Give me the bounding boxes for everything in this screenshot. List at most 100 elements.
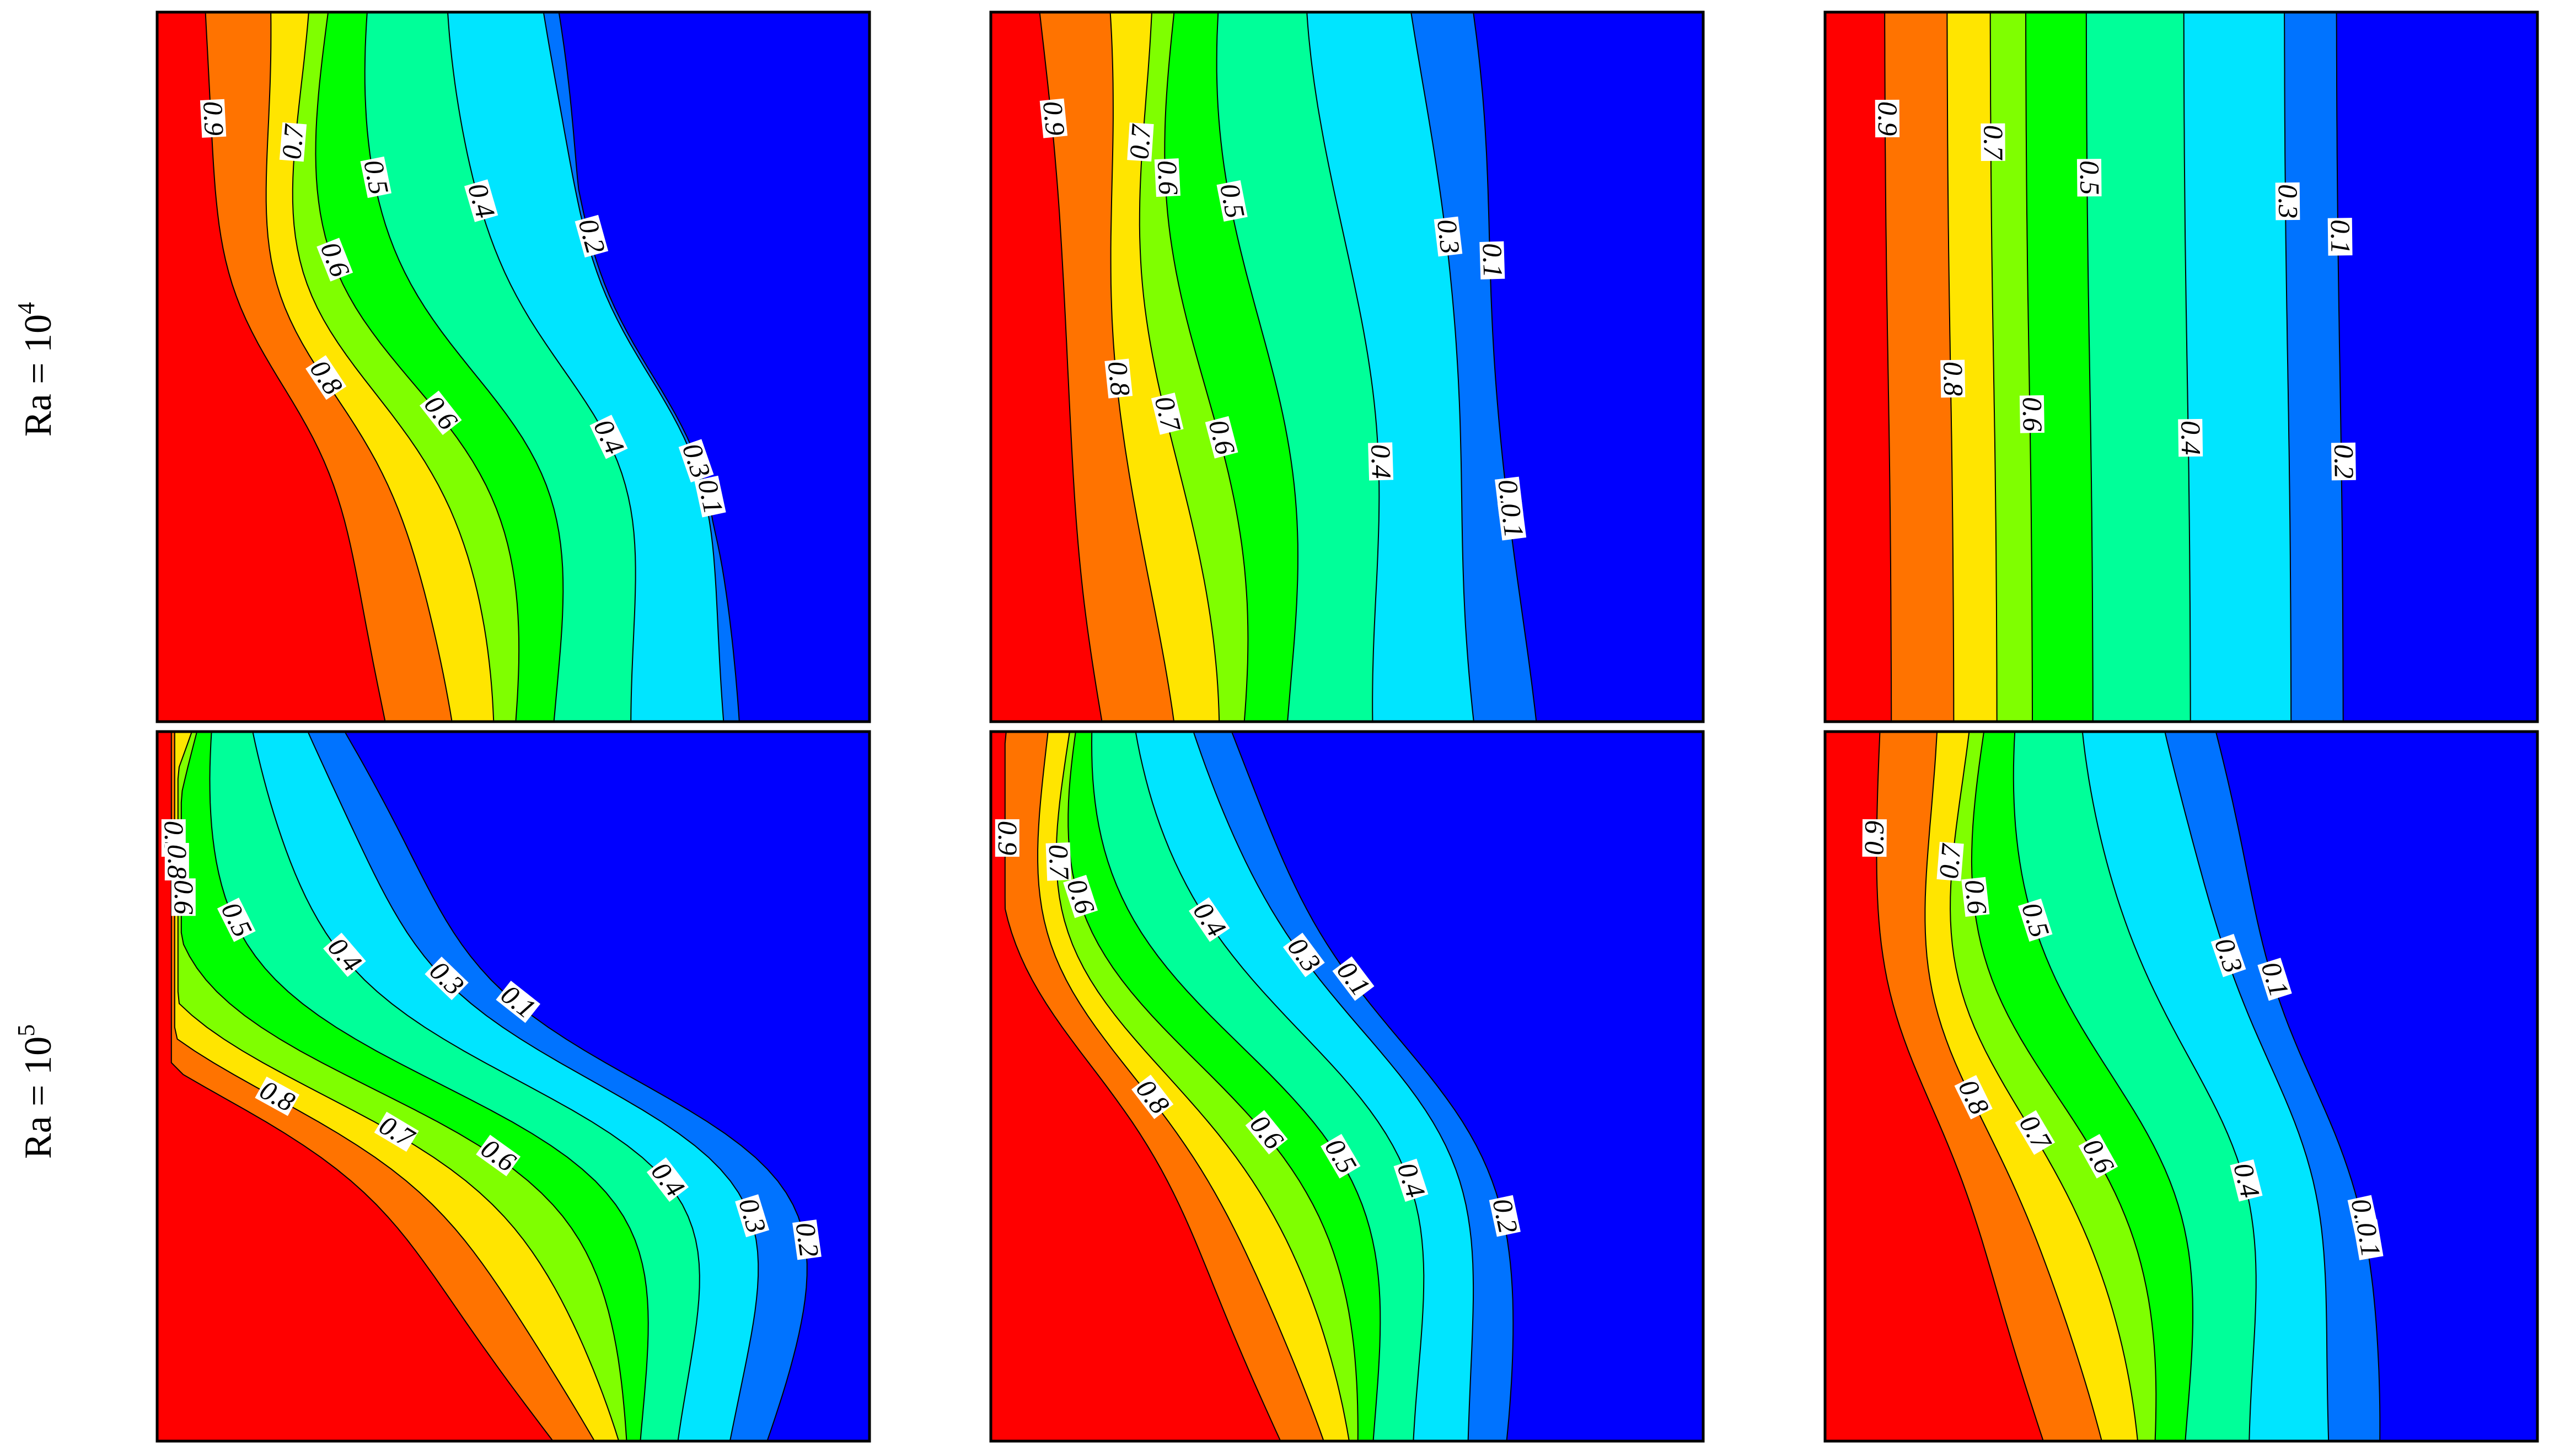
contour-label: 0.6 (2017, 395, 2048, 433)
contour-label-text: 0.7 (1043, 843, 1076, 880)
contour-label-text: 0.8 (162, 845, 193, 879)
contour-label-bg (1489, 1195, 1521, 1237)
contour-label-bg (1321, 1133, 1361, 1179)
contour-label-bg (2230, 1159, 2263, 1202)
contour-line (1216, 12, 1298, 722)
panel-frame (155, 10, 871, 723)
contour-label-bg (360, 156, 392, 198)
contour-line (558, 12, 740, 722)
contour-line (2284, 12, 2292, 722)
contour-label: 0.5 (2016, 898, 2056, 942)
contour-label: 0.3 (2209, 933, 2249, 977)
contour-line (2085, 12, 2094, 722)
contour-label: 0.7 (1978, 123, 2009, 162)
contour-panel-1: 0.90.80.70.60.50.40.40.30.20.10.6 (155, 10, 871, 723)
contour-line (344, 731, 808, 1442)
contour-line (315, 12, 520, 722)
contour-label: 0.7 (276, 122, 309, 162)
contour-label: 0.9 (992, 819, 1023, 857)
contour-label-bg (200, 99, 227, 138)
contour-label-bg (1151, 393, 1184, 435)
contour-line (1231, 731, 1514, 1442)
contour-label-text: 0.7 (1123, 123, 1156, 160)
contour-label: 0.6 (1152, 158, 1184, 197)
contour-label: 0.7 (1933, 842, 1967, 882)
contour-panel-6: 0.90.80.70.70.60.60.50.40.30.20.10.1 (1823, 730, 2539, 1443)
contour-label-text: 0.6 (1152, 159, 1184, 195)
contour-panel-3: 0.9 0.8 0.7 0.6 0.5 0.4 0.3 0.2 0.1 (1823, 10, 2539, 723)
contour-label: 0.5 (1214, 180, 1251, 222)
contour-label: 0.1 (2325, 218, 2357, 256)
contour-label-bg (1104, 358, 1133, 399)
contour-label-bg (1127, 122, 1154, 162)
panel-frame (989, 730, 1705, 1443)
contour-panel-5: 0.90.80.70.60.60.50.40.40.30.20.1 (989, 730, 1705, 1443)
contour-label-bg (1332, 956, 1375, 1001)
contour-label-bg (2076, 159, 2102, 197)
contour-band (1825, 12, 1892, 722)
contour-label-bg (374, 1111, 419, 1152)
contour-label-text: 0.1 (1477, 243, 1509, 278)
contour-label-bg (2331, 442, 2356, 481)
contour-label: 0.8 (1102, 358, 1136, 399)
contour-label-text: 0.4 (1365, 444, 1397, 479)
contour-label-bg (279, 122, 307, 162)
contour-label: 0.9 (1872, 99, 1903, 138)
contour-label: 0.1 (2255, 958, 2295, 1001)
row-label-ra-1e4: Ra = 104 (13, 302, 60, 437)
contour-line (1193, 731, 1474, 1442)
contour-label-bg (792, 1219, 822, 1260)
contour-label-text: 0.5 (2074, 160, 2106, 195)
contour-label-text: 0.1 (2325, 219, 2357, 254)
contour-label-text: 0.9 (1872, 101, 1903, 136)
contour-label-bg (1393, 1158, 1429, 1202)
contour-panel-2: 0.90.80.70.70.60.60.50.40.30.20.10.1 (989, 10, 1705, 723)
contour-line (1164, 12, 1249, 722)
contour-label-bg (2178, 418, 2203, 457)
contour-label-bg (1862, 819, 1887, 857)
contour-label-bg (217, 898, 256, 942)
contour-label-text: 0.2 (2328, 444, 2360, 479)
contour-label: 0.6 (1203, 416, 1242, 459)
row-label-exponent: 4 (13, 302, 40, 314)
panel-frame (989, 10, 1705, 723)
contour-label-bg (1245, 1110, 1288, 1155)
contour-label: 0.6 (169, 878, 200, 916)
contour-line (2336, 12, 2344, 722)
contour-label: 0.3 (2273, 182, 2304, 221)
contour-label-bg (1497, 500, 1527, 541)
contour-line (2013, 731, 2193, 1442)
contour-label-bg (2078, 1133, 2118, 1179)
contour-line (2081, 731, 2257, 1442)
contour-label-bg (1063, 874, 1098, 918)
contour-label-bg (1189, 897, 1230, 942)
contour-label: 0.3 (677, 439, 717, 483)
contour-label-text: 0.5 (358, 157, 395, 197)
contour-label-bg (1875, 99, 1900, 138)
contour-label: 0.4 (2175, 418, 2207, 457)
contour-label-text: 0.6 (2017, 397, 2048, 432)
contour-label: 0.5 (358, 156, 395, 198)
contour-label-text: 0.1 (1495, 501, 1530, 539)
contour-label-bg (419, 390, 462, 436)
contour-line (1135, 731, 1425, 1442)
contour-label-bg (425, 957, 469, 1001)
contour-label-text: 0.3 (2273, 184, 2304, 219)
panel-frame (1823, 730, 2539, 1443)
contour-line (543, 12, 725, 722)
contour-line (2164, 731, 2330, 1442)
svg-text:Ra = 104: Ra = 104 (13, 302, 60, 437)
contour-label-text: 0.2 (790, 1221, 825, 1259)
contour-band (157, 732, 553, 1441)
contour-label-bg (1940, 359, 1966, 398)
contour-label-bg (1981, 123, 2005, 162)
contour-label-bg (323, 932, 366, 977)
contour-label-bg (678, 439, 714, 483)
contour-label: 0.9 (197, 99, 230, 138)
contour-label-bg (255, 1076, 300, 1116)
contour-label: 0.3 (1431, 216, 1466, 257)
contour-line (1091, 731, 1381, 1442)
contour-label: 0.1 (2351, 1219, 2387, 1260)
contour-label-bg (735, 1194, 770, 1238)
contour-label-bg (1961, 877, 1990, 917)
